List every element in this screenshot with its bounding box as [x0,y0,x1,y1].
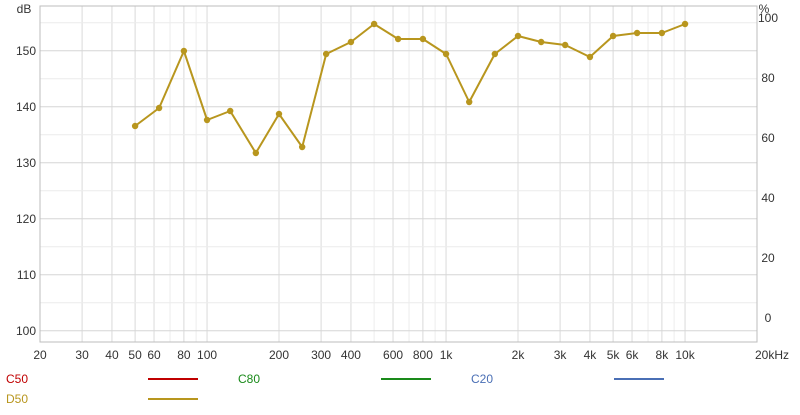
right-tick-label: 80 [761,71,775,85]
grid [39,6,758,342]
x-tick-label: 2k [512,348,526,362]
data-point [633,29,641,37]
x-tick-label: 100 [197,348,217,362]
data-point [180,47,188,55]
y-tick-label: 120 [16,212,36,226]
data-point [561,41,569,49]
data-point [347,38,355,46]
legend-label-c80: C80 [238,372,260,386]
data-point [155,104,163,112]
data-point [514,32,522,40]
data-point [252,149,260,157]
data-point [131,122,139,130]
x-tick-label: 40 [105,348,119,362]
data-point [394,35,402,43]
x-tick-label: 20 [33,348,47,362]
legend-label-c50: C50 [6,372,28,386]
data-point [681,20,689,28]
right-tick-label: 0 [765,311,772,325]
right-tick-label: 40 [761,191,775,205]
data-point [419,35,427,43]
x-tick-label: 400 [341,348,361,362]
right-tick-label: 100 [758,11,778,25]
x-tick-label: 300 [311,348,331,362]
data-point [442,50,450,58]
data-point [227,107,234,115]
x-tick-label: 4k [584,348,598,362]
left-axis-unit: dB [17,2,32,16]
x-tick-label: 8k [656,348,670,362]
data-point [658,29,666,37]
data-point [322,50,330,58]
data-point [609,32,617,40]
data-point [537,38,545,46]
data-point [275,110,283,118]
x-tick-label: 80 [177,348,191,362]
axes: 100 110 120 130 140 150 dB 0 20 40 60 80 100% 20 30 40 5… [16,2,789,362]
series-line-d50 [134,23,686,154]
y-tick-label: 140 [16,100,36,114]
y-tick-label: 130 [16,156,36,170]
data-point [586,53,594,61]
series-layer [131,20,689,157]
legend-label-c20: C20 [471,372,493,386]
x-tick-label: 60 [147,348,161,362]
x-tick-label: 800 [413,348,433,362]
legend-label-d50: D50 [6,392,28,406]
y-tick-label: 150 [16,44,36,58]
y-tick-label: 100 [16,324,36,338]
x-tick-label: 3k [554,348,568,362]
x-tick-label: 6k [626,348,640,362]
x-tick-label: 1k [440,348,454,362]
x-tick-label: 10k [675,348,695,362]
right-tick-label: 20 [761,251,775,265]
data-point [298,143,306,151]
data-point [203,116,211,124]
right-axis-unit: % [759,2,770,16]
data-point [466,98,473,106]
y-tick-label: 110 [17,268,36,282]
right-tick-label: 60 [761,131,775,145]
x-tick-label: 5k [607,348,621,362]
x-tick-label: 30 [75,348,89,362]
x-tick-label: 600 [383,348,403,362]
plot-frame [39,5,758,343]
data-point [370,20,378,28]
data-point [491,50,499,58]
legend: C50 C80 C20 D50 [6,372,664,406]
x-tick-label: 20kHz [755,348,789,362]
x-tick-label: 200 [269,348,289,362]
x-tick-label: 50 [128,348,142,362]
